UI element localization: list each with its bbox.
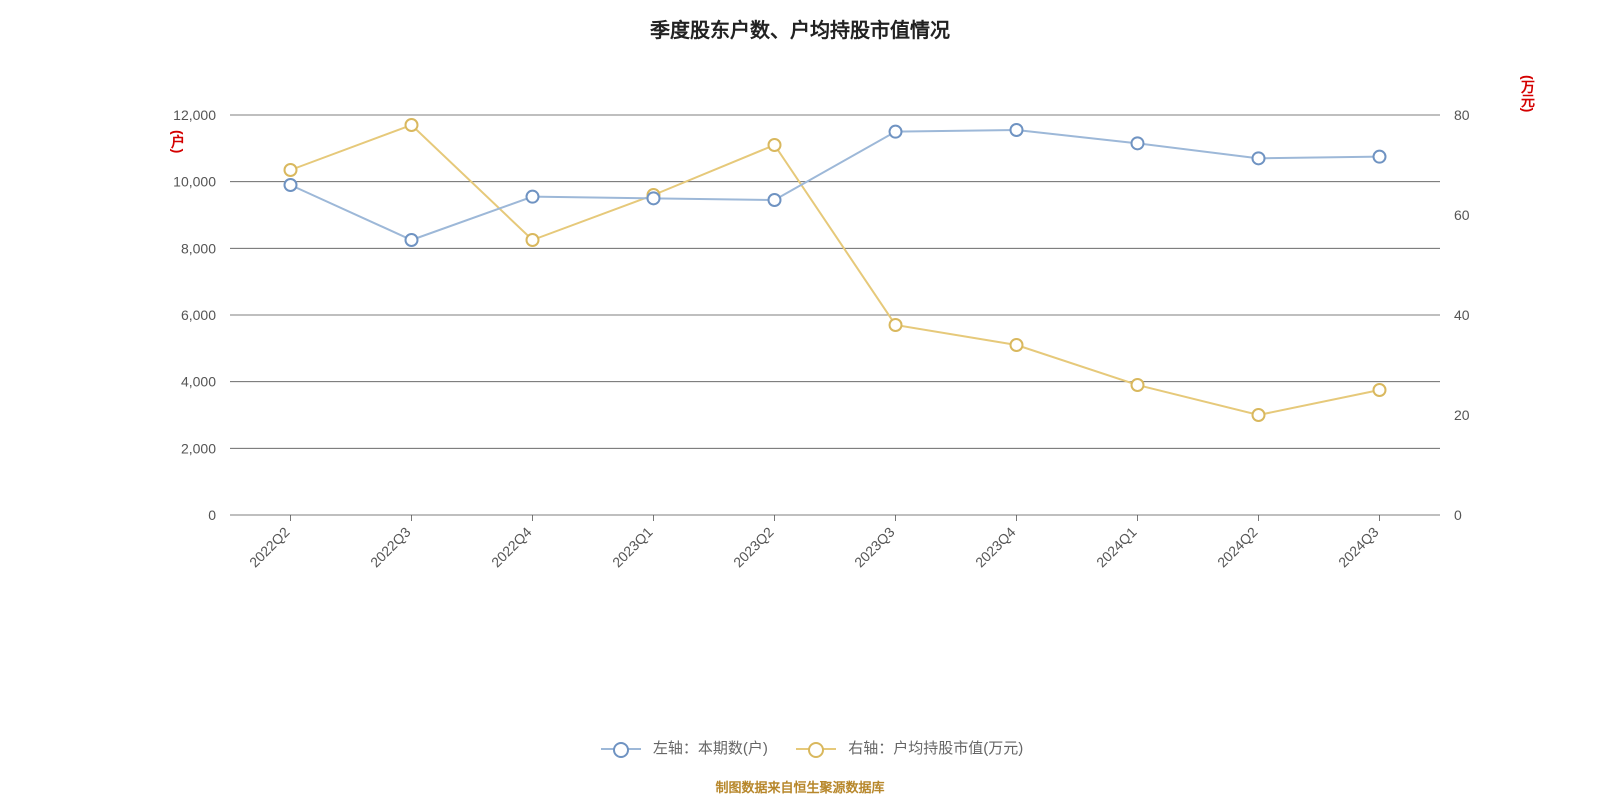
chart-legend: 左轴：本期数(户) 右轴：户均持股市值(万元) (0, 737, 1600, 758)
svg-text:2024Q2: 2024Q2 (1214, 524, 1261, 571)
svg-text:2023Q4: 2023Q4 (972, 524, 1019, 571)
svg-text:2022Q3: 2022Q3 (367, 524, 414, 571)
svg-text:2023Q2: 2023Q2 (730, 524, 777, 571)
legend-marker-left (613, 742, 629, 758)
svg-text:2024Q3: 2024Q3 (1335, 524, 1382, 571)
svg-text:2023Q1: 2023Q1 (609, 524, 656, 571)
svg-text:0: 0 (208, 507, 216, 523)
legend-marker-right (808, 742, 824, 758)
svg-text:2022Q4: 2022Q4 (488, 524, 535, 571)
svg-text:40: 40 (1454, 307, 1470, 323)
svg-text:2023Q3: 2023Q3 (851, 524, 898, 571)
legend-swatch-right (796, 748, 836, 750)
data-source-footer: 制图数据来自恒生聚源数据库 (0, 777, 1600, 796)
svg-text:2,000: 2,000 (181, 440, 216, 456)
svg-text:10,000: 10,000 (173, 174, 216, 190)
svg-text:20: 20 (1454, 407, 1470, 423)
chart-plot: 0 2,000 4,000 6,000 8,000 10,000 12,000 0 20 40 60… (0, 0, 1600, 800)
legend-label-right: 右轴：户均持股市值(万元) (848, 740, 1023, 757)
svg-text:80: 80 (1454, 107, 1470, 123)
legend-label-left: 左轴：本期数(户) (653, 740, 768, 757)
chart-page: 季度股东户数、户均持股市值情况 (户) (万元) 02,0004,0006,00… (0, 0, 1600, 800)
svg-text:8,000: 8,000 (181, 240, 216, 256)
legend-swatch-left (601, 748, 641, 750)
svg-text:12,000: 12,000 (173, 107, 216, 123)
svg-text:0: 0 (1454, 507, 1462, 523)
svg-text:4,000: 4,000 (181, 374, 216, 390)
svg-text:6,000: 6,000 (181, 307, 216, 323)
svg-text:2022Q2: 2022Q2 (246, 524, 293, 571)
svg-text:60: 60 (1454, 207, 1470, 223)
svg-text:2024Q1: 2024Q1 (1093, 524, 1140, 571)
